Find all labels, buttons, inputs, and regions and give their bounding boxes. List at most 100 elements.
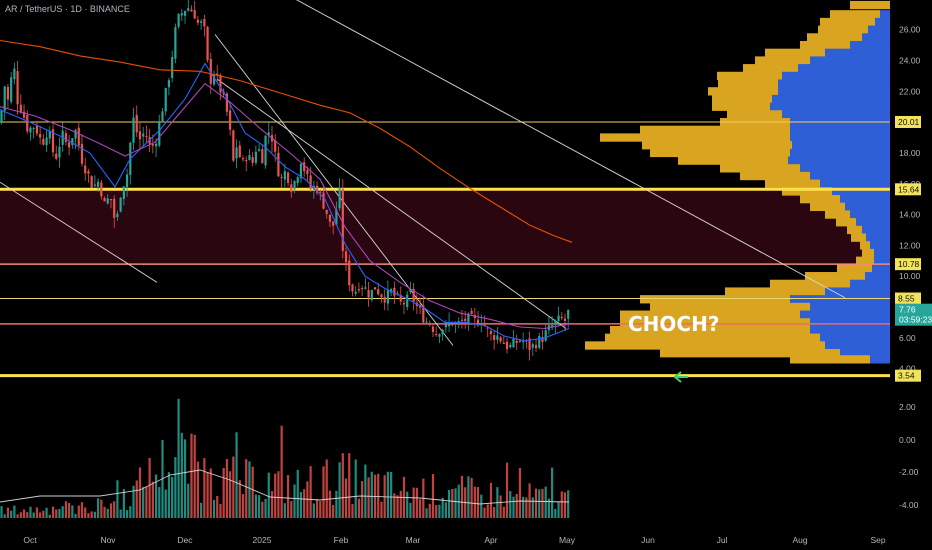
price-tag-label: 8.55 [898, 294, 915, 304]
candle-body [241, 158, 245, 160]
candle-body [367, 289, 370, 298]
profile-bar-value-area [790, 295, 890, 304]
volume-bar [138, 467, 142, 518]
price-tag-label: 3.54 [898, 371, 915, 381]
volume-bar [315, 499, 319, 518]
volume-bar [232, 456, 235, 518]
price-tick-label: 14.00 [899, 210, 921, 220]
candle-body [361, 288, 364, 290]
volume-bar [129, 506, 132, 518]
time-tick-label: Sep [870, 535, 885, 545]
volume-bar [241, 494, 245, 518]
volume-bar [377, 473, 380, 518]
volume-bar [77, 505, 80, 518]
candle-body [142, 133, 145, 137]
volume-bar [190, 433, 193, 518]
candle-body [39, 134, 42, 138]
candle-body [544, 330, 547, 341]
volume-bar [338, 462, 341, 518]
volume-bar [103, 506, 106, 518]
profile-bar-value-area [782, 71, 890, 81]
volume-bar [357, 498, 361, 518]
volume-bar [122, 489, 125, 518]
candle-body [32, 127, 35, 129]
horizontal-levels [0, 121, 890, 378]
volume-bar [274, 473, 277, 518]
volume-tick-label: -2.00 [899, 467, 919, 477]
volume-bar [251, 466, 254, 518]
time-axis[interactable]: Oct Nov Dec 2025 Feb Mar Apr May Jun Jul Aug Sep [23, 535, 885, 545]
volume-bar [502, 506, 505, 518]
candle-body [512, 338, 515, 348]
candle-body [435, 334, 438, 336]
volume-bar [361, 481, 364, 518]
volume-bar [554, 508, 557, 518]
volume-bar [551, 467, 554, 518]
candle-body [45, 137, 48, 146]
volume-ma-line [0, 469, 570, 505]
left-arrow-icon [673, 371, 688, 383]
candle-body [193, 10, 196, 19]
candle-body [505, 341, 509, 350]
candle-body [518, 340, 522, 342]
candle-body [467, 313, 470, 324]
candle-body [357, 289, 361, 291]
volume-bar [419, 499, 422, 518]
candle-body [344, 251, 348, 263]
volume-bar [370, 471, 373, 518]
volume-bar [454, 488, 457, 518]
price-tick-label: 12.00 [899, 240, 921, 250]
profile-bar-value-area [880, 10, 890, 19]
price-tag [895, 292, 921, 305]
profile-bar-value-area [875, 17, 890, 27]
candle-body [238, 145, 241, 158]
volume-bar [109, 503, 113, 518]
price-axis[interactable]: 26.0024.0022.0020.0018.0016.0014.0012.00… [890, 0, 932, 550]
candle-body [229, 110, 232, 130]
volume-bar [538, 489, 541, 518]
profile-bar-volume [725, 287, 825, 296]
candle-body [283, 171, 286, 180]
volume-bar [335, 490, 338, 518]
volume-bar [393, 493, 396, 518]
volume-bar [489, 482, 493, 518]
profile-bar-volume [818, 25, 868, 34]
profile-bar-volume [727, 110, 782, 119]
candle-body [531, 344, 534, 348]
profile-bar-value-area [800, 310, 890, 319]
profile-bar-volume [717, 71, 782, 81]
price-tick-label: 24.00 [899, 56, 921, 66]
volume-bar [441, 497, 444, 518]
volume-bar [470, 477, 473, 518]
candle-body [35, 125, 39, 134]
candle-body [219, 74, 222, 93]
volume-bar [286, 475, 290, 518]
profile-bar-volume [743, 64, 798, 73]
volume-bar [132, 485, 135, 518]
price-tick-label: 4.00 [899, 364, 916, 374]
candle-body [431, 326, 435, 332]
candle-body [248, 155, 251, 161]
profile-bar-volume [765, 48, 825, 57]
volume-bar [19, 512, 22, 518]
candle-body [541, 337, 544, 342]
volume-bar [22, 509, 26, 518]
profile-bar-value-area [870, 355, 890, 364]
candle-body [225, 93, 228, 112]
volume-bar [451, 488, 454, 518]
candle-body [180, 13, 183, 16]
volume-tick-label: 0.00 [899, 435, 916, 445]
candle-body [116, 213, 119, 218]
volume-bar [97, 498, 100, 518]
volume-bar [10, 510, 13, 518]
candle-body [145, 135, 148, 137]
volume-bar [48, 514, 51, 518]
candle-body [51, 129, 55, 153]
profile-bar-value-area [810, 302, 890, 312]
candle-body [422, 306, 425, 323]
volume-bar [0, 506, 3, 518]
candle-body [528, 338, 531, 351]
volume-bar [193, 434, 196, 518]
profile-bar-volume [640, 295, 790, 304]
